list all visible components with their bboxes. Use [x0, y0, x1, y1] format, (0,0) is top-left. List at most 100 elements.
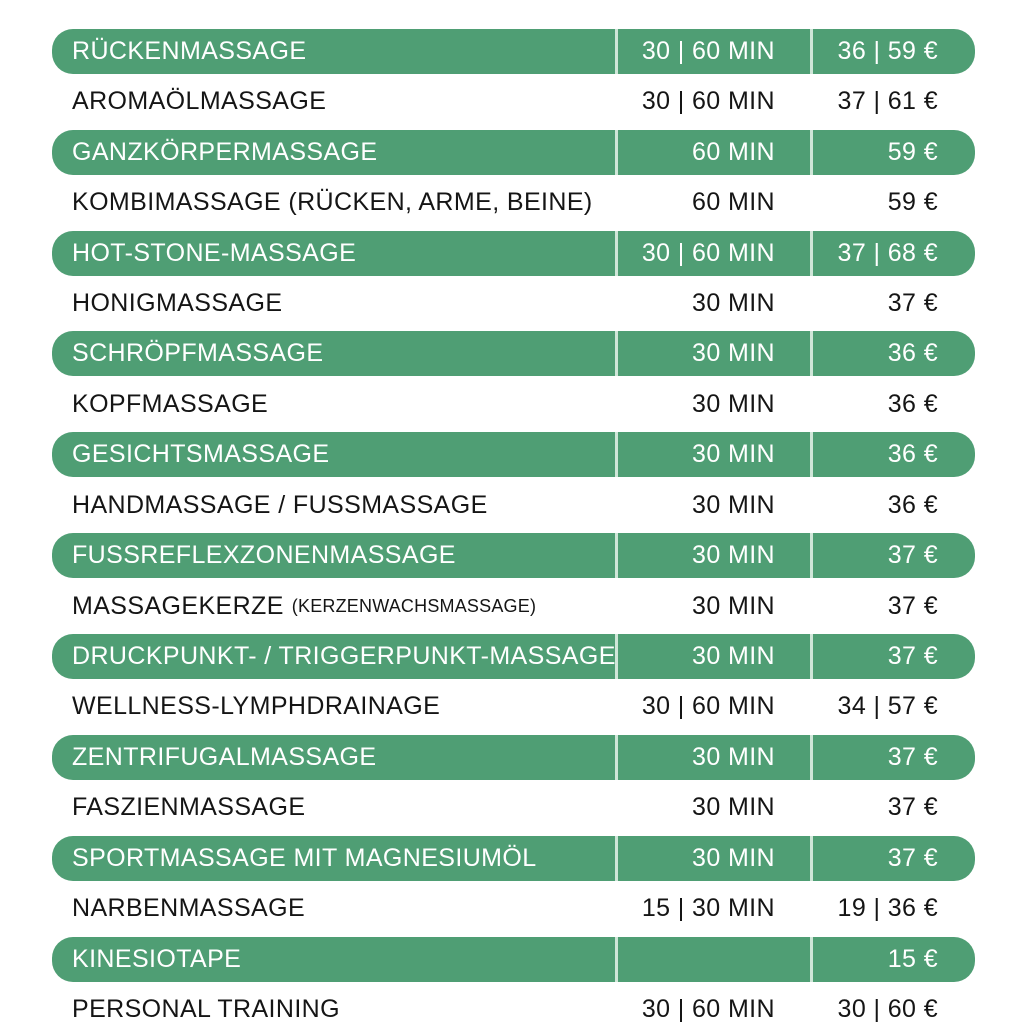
price-row: AROMAÖLMASSAGE 30 | 60 MIN 37 | 61 € [52, 79, 975, 128]
service-price: 34 | 57 € [837, 692, 938, 721]
service-price: 30 | 60 € [837, 995, 938, 1024]
price-row: SPORTMASSAGE MIT MAGNESIUMÖL 30 MIN 37 € [52, 835, 975, 885]
service-name: KINESIOTAPE [72, 944, 242, 973]
service-duration: 30 MIN [692, 288, 775, 317]
service-name: ZENTRIFUGALMASSAGE [72, 742, 377, 771]
service-price: 59 € [887, 137, 938, 166]
service-price-cell: 34 | 57 € [810, 684, 975, 729]
service-duration: 30 MIN [692, 389, 775, 418]
price-row-cells: GANZKÖRPERMASSAGE 60 MIN 59 € [52, 129, 975, 175]
service-duration-cell: 30 MIN [615, 533, 810, 579]
service-price-cell: 36 | 59 € [810, 28, 975, 74]
service-name: WELLNESS-LYMPHDRAINAGE [72, 692, 441, 721]
service-price-cell: 19 | 36 € [810, 886, 975, 931]
price-row: KOPFMASSAGE 30 MIN 36 € [52, 382, 975, 431]
price-row-cells: KOMBIMASSAGE (RÜCKEN, ARME, BEINE) 60 MI… [52, 180, 975, 225]
service-duration: 30 | 60 MIN [641, 87, 775, 116]
service-name: SCHRÖPFMASSAGE [72, 339, 324, 368]
service-duration: 30 MIN [692, 541, 775, 570]
service-name-cell: SPORTMASSAGE MIT MAGNESIUMÖL [52, 836, 615, 881]
price-row-cells: HONIGMASSAGE 30 MIN 37 € [52, 281, 975, 326]
price-row: PERSONAL TRAINING 30 | 60 MIN 30 | 60 € [52, 987, 975, 1036]
service-price: 36 | 59 € [837, 36, 938, 65]
service-name-cell: SCHRÖPFMASSAGE [52, 331, 615, 376]
price-row: SCHRÖPFMASSAGE 30 MIN 36 € [52, 331, 975, 380]
service-name: DRUCKPUNKT- / TRIGGERPUNKT-MASSAGE [72, 642, 615, 671]
service-duration: 30 MIN [692, 591, 775, 620]
service-name-cell: KINESIOTAPE [52, 937, 615, 982]
service-price-cell: 59 € [810, 180, 975, 225]
service-price: 36 € [887, 339, 938, 368]
service-duration: 30 | 60 MIN [641, 238, 775, 267]
price-row-cells: AROMAÖLMASSAGE 30 | 60 MIN 37 | 61 € [52, 79, 975, 124]
price-row-cells: SPORTMASSAGE MIT MAGNESIUMÖL 30 MIN 37 € [52, 835, 975, 881]
service-duration: 15 | 30 MIN [641, 894, 775, 923]
service-name: PERSONAL TRAINING [72, 995, 340, 1024]
service-duration-cell: 30 MIN [615, 432, 810, 478]
price-row-cells: NARBENMASSAGE 15 | 30 MIN 19 | 36 € [52, 886, 975, 931]
price-row: HONIGMASSAGE 30 MIN 37 € [52, 281, 975, 330]
service-name: AROMAÖLMASSAGE [72, 87, 327, 116]
service-price-cell: 37 € [810, 634, 975, 680]
price-row-cells: MASSAGEKERZE (KERZENWACHSMASSAGE) 30 MIN … [52, 584, 975, 629]
service-name: KOMBIMASSAGE (RÜCKEN, ARME, BEINE) [72, 188, 593, 217]
price-row-cells: FUSSREFLEXZONENMASSAGE 30 MIN 37 € [52, 533, 975, 579]
service-duration: 30 MIN [692, 440, 775, 469]
service-price: 37 | 68 € [837, 238, 938, 267]
price-row: RÜCKENMASSAGE 30 | 60 MIN 36 | 59 € [52, 28, 975, 78]
service-name: FUSSREFLEXZONENMASSAGE [72, 541, 456, 570]
service-duration-cell: 30 MIN [615, 483, 810, 528]
service-duration: 30 | 60 MIN [641, 692, 775, 721]
price-row-cells: KINESIOTAPE 15 € [52, 936, 975, 982]
service-name-cell: ZENTRIFUGALMASSAGE [52, 735, 615, 780]
price-row: ZENTRIFUGALMASSAGE 30 MIN 37 € [52, 734, 975, 784]
price-row: FASZIENMASSAGE 30 MIN 37 € [52, 785, 975, 834]
service-duration: 60 MIN [692, 188, 775, 217]
price-row-cells: HANDMASSAGE / FUSSMASSAGE 30 MIN 36 € [52, 483, 975, 528]
service-price: 19 | 36 € [837, 894, 938, 923]
service-price: 36 € [887, 389, 938, 418]
service-price-cell: 37 € [810, 835, 975, 881]
service-name-cell: MASSAGEKERZE (KERZENWACHSMASSAGE) [52, 584, 615, 629]
service-name: GANZKÖRPERMASSAGE [72, 137, 378, 166]
service-name: RÜCKENMASSAGE [72, 36, 307, 65]
service-duration-cell: 30 | 60 MIN [615, 684, 810, 729]
service-duration-cell: 15 | 30 MIN [615, 886, 810, 931]
service-name: NARBENMASSAGE [72, 894, 306, 923]
service-duration: 30 MIN [692, 742, 775, 771]
service-name-cell: GESICHTSMASSAGE [52, 432, 615, 477]
service-name: MASSAGEKERZE [72, 591, 284, 620]
service-name-cell: FUSSREFLEXZONENMASSAGE [52, 533, 615, 578]
price-row: HANDMASSAGE / FUSSMASSAGE 30 MIN 36 € [52, 483, 975, 532]
service-name-cell: RÜCKENMASSAGE [52, 29, 615, 74]
price-row: MASSAGEKERZE (KERZENWACHSMASSAGE) 30 MIN … [52, 584, 975, 633]
price-row-cells: ZENTRIFUGALMASSAGE 30 MIN 37 € [52, 734, 975, 780]
service-duration-cell: 30 MIN [615, 734, 810, 780]
price-row: WELLNESS-LYMPHDRAINAGE 30 | 60 MIN 34 | … [52, 684, 975, 733]
service-duration-cell: 30 MIN [615, 835, 810, 881]
service-price-cell: 37 € [810, 533, 975, 579]
service-name: SPORTMASSAGE MIT MAGNESIUMÖL [72, 843, 537, 872]
price-row-cells: RÜCKENMASSAGE 30 | 60 MIN 36 | 59 € [52, 28, 975, 74]
service-duration: 30 MIN [692, 490, 775, 519]
price-row: NARBENMASSAGE 15 | 30 MIN 19 | 36 € [52, 886, 975, 935]
service-price-cell: 36 € [810, 331, 975, 377]
service-name: HONIGMASSAGE [72, 288, 283, 317]
service-price: 36 € [887, 440, 938, 469]
service-price-cell: 37 € [810, 734, 975, 780]
service-name-cell: HANDMASSAGE / FUSSMASSAGE [52, 483, 615, 528]
service-name-cell: NARBENMASSAGE [52, 886, 615, 931]
service-name-cell: HOT-STONE-MASSAGE [52, 231, 615, 276]
service-price-cell: 37 | 68 € [810, 230, 975, 276]
service-price-cell: 15 € [810, 936, 975, 982]
price-row: KOMBIMASSAGE (RÜCKEN, ARME, BEINE) 60 MI… [52, 180, 975, 229]
service-duration-cell: 60 MIN [615, 129, 810, 175]
service-duration-cell [615, 936, 810, 982]
service-price: 37 € [887, 288, 938, 317]
service-duration-cell: 30 MIN [615, 331, 810, 377]
service-name-cell: AROMAÖLMASSAGE [52, 79, 615, 124]
service-name-cell: HONIGMASSAGE [52, 281, 615, 326]
service-duration: 30 MIN [692, 339, 775, 368]
service-duration: 30 | 60 MIN [641, 995, 775, 1024]
service-price: 37 € [887, 591, 938, 620]
